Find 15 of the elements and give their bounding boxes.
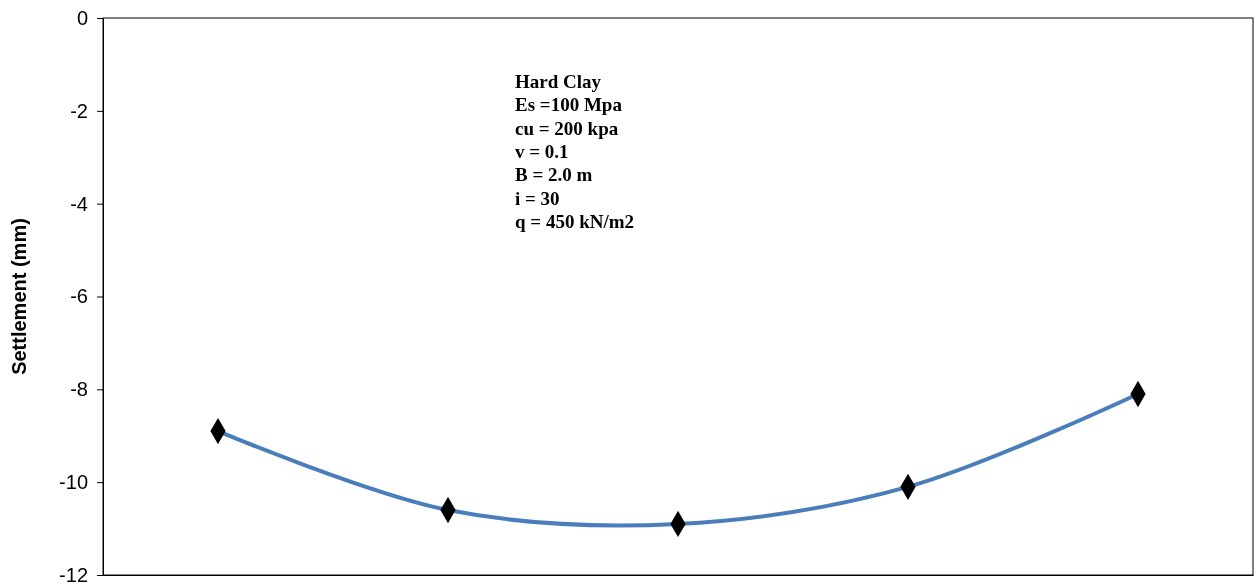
y-tick-label: -10 (59, 471, 88, 494)
y-tick-label: -8 (70, 378, 88, 401)
y-axis-title: Settlement (mm) (8, 218, 30, 375)
annotation: Hard Clay (515, 71, 602, 92)
y-tick-label: -12 (59, 563, 88, 586)
annotation: q = 450 kN/m2 (515, 210, 635, 232)
annotation: v = 0.1 (515, 140, 569, 162)
annotation: cu = 200 kpa (515, 117, 619, 139)
annotation: Es =100 Mpa (515, 94, 623, 116)
y-tick-label: -2 (70, 99, 88, 122)
y-tick-label: -4 (70, 192, 88, 215)
annotation: B = 2.0 m (515, 164, 593, 186)
y-tick-label: 0 (76, 6, 88, 29)
annotation: i = 30 (515, 187, 560, 209)
y-tick-label: -6 (70, 285, 88, 308)
